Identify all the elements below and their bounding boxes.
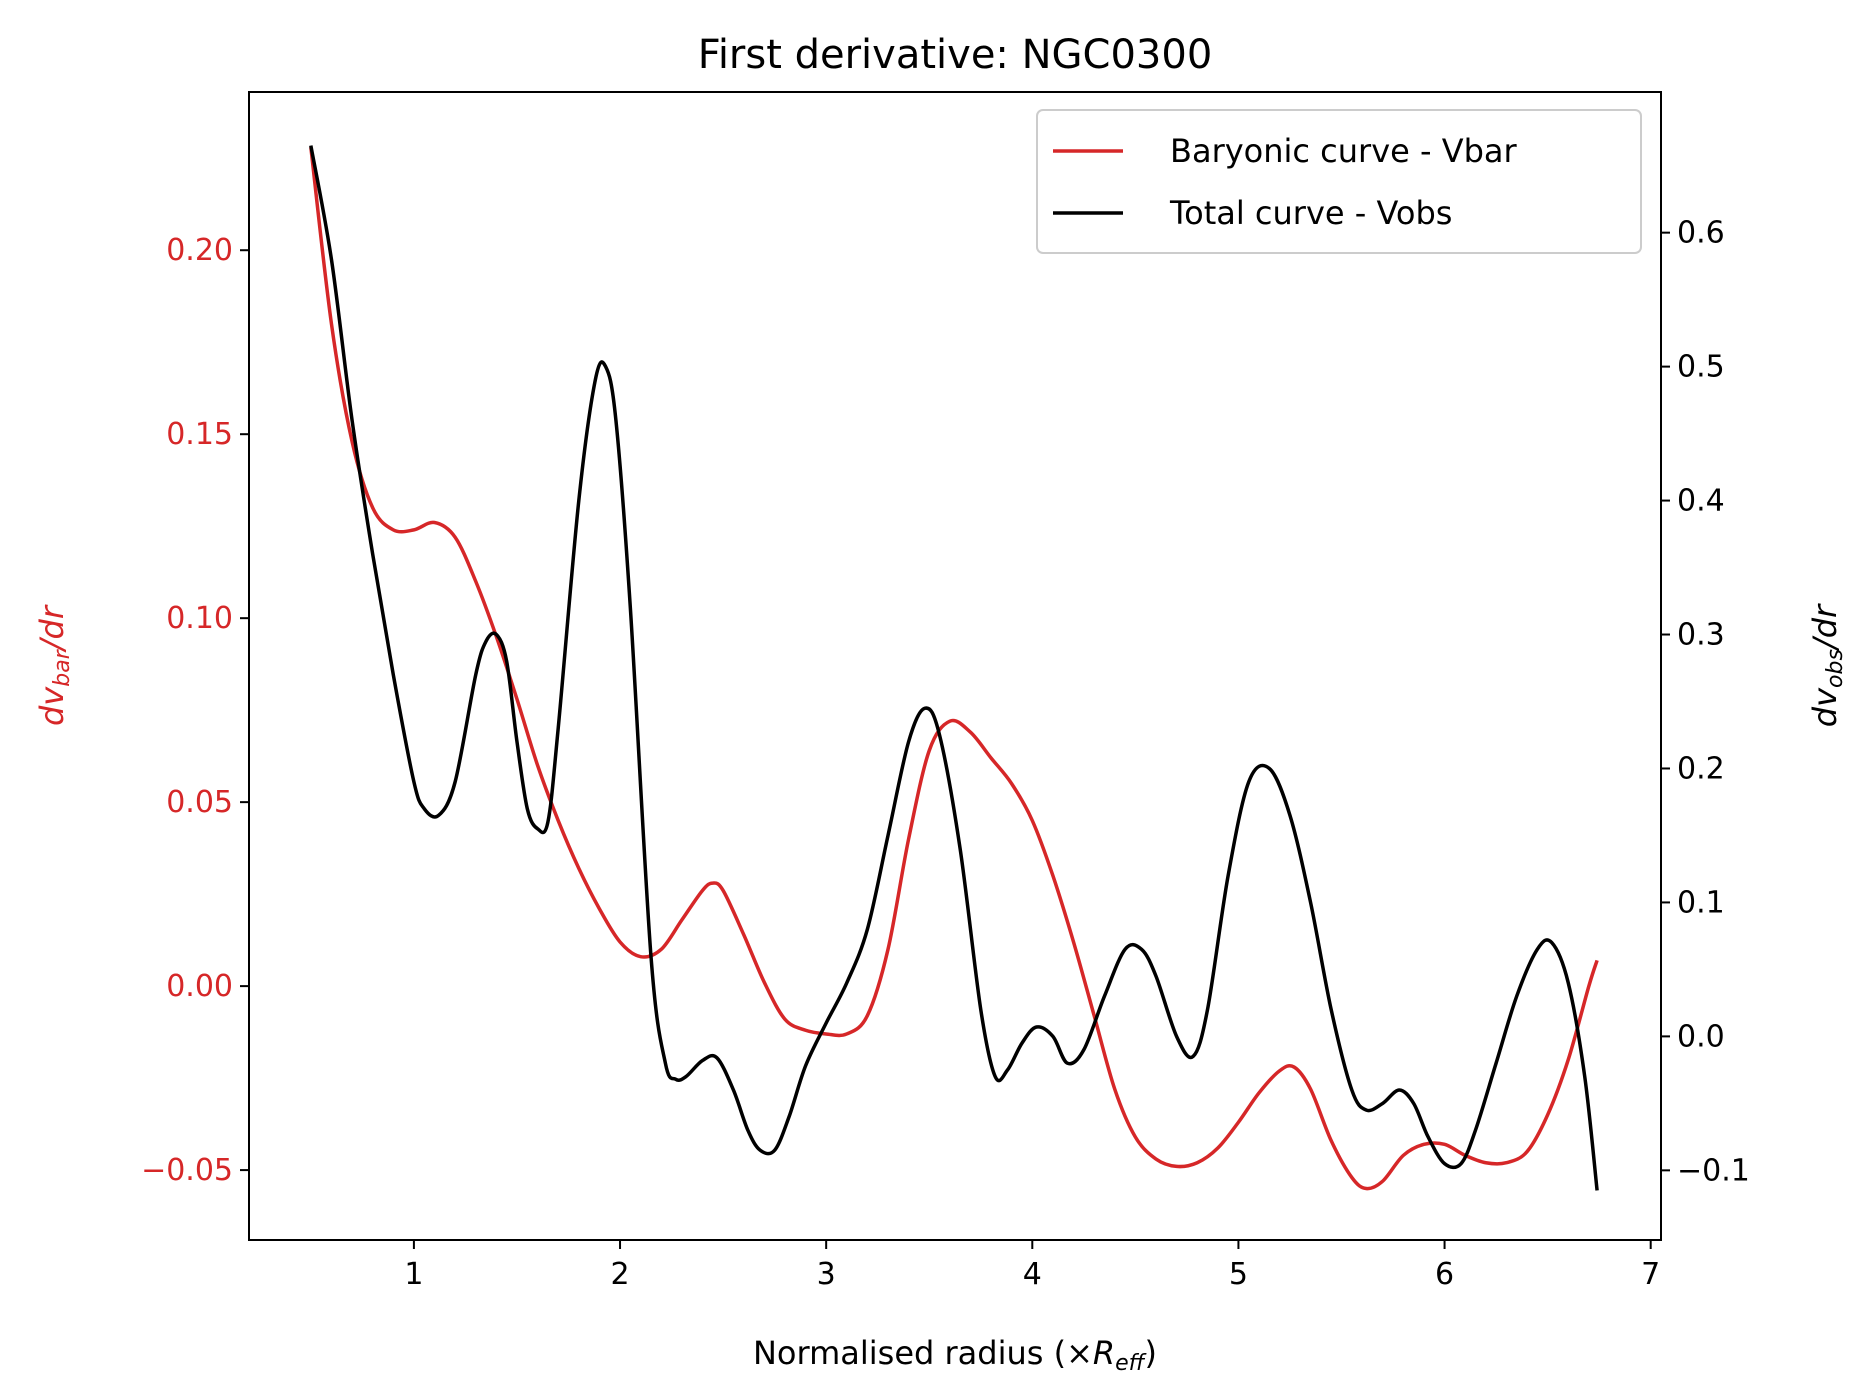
series-line-vbar <box>309 146 1599 1191</box>
y-left-tick-label: 0.10 <box>166 601 233 636</box>
y-right-tick-label: 0.0 <box>1677 1019 1725 1054</box>
y-right-tick-label: −0.1 <box>1677 1153 1750 1188</box>
y-right-axis-label: dvobs/dr <box>1806 603 1848 727</box>
y-right-tick-label: 0.6 <box>1677 216 1725 251</box>
x-axis-label-symbol: R <box>1093 1334 1115 1372</box>
x-axis-label: Normalised radius (×Reff) <box>753 1334 1157 1376</box>
y-right-tick-label: 0.1 <box>1677 885 1725 920</box>
y-right-tick-label: 0.3 <box>1677 618 1725 653</box>
series-line-vobs <box>309 145 1599 1191</box>
x-axis-label-suffix: ) <box>1145 1334 1157 1372</box>
x-tick-label: 3 <box>817 1257 836 1292</box>
y-left-axis-label-suffix: /dr <box>33 604 71 653</box>
y-right-axis-label-subscript: obs <box>1823 649 1848 688</box>
y-left-tick-label: 0.15 <box>166 417 233 452</box>
x-tick-label: 6 <box>1435 1257 1454 1292</box>
x-axis-label-prefix: Normalised radius (× <box>753 1334 1093 1372</box>
x-tick-label: 1 <box>404 1257 423 1292</box>
y-left-axis-label-symbol: dv <box>33 686 71 726</box>
y-right-axis-label-symbol: dv <box>1806 687 1844 727</box>
y-left-tick-label: −0.05 <box>141 1153 233 1188</box>
y-right-tick-label: 0.5 <box>1677 350 1725 385</box>
x-axis-label-subscript: eff <box>1115 1351 1147 1376</box>
legend-label-vbar: Baryonic curve - Vbar <box>1170 132 1518 170</box>
x-tick-label: 5 <box>1229 1257 1248 1292</box>
y-left-axis-ticks: −0.05 0.00 0.05 0.10 0.15 0.20 <box>141 233 249 1188</box>
y-left-axis-label-subscript: bar <box>50 648 75 686</box>
legend-box <box>1036 109 1642 254</box>
y-right-axis-ticks: −0.1 0.0 0.1 0.2 0.3 0.4 0.5 0.6 <box>1661 216 1750 1188</box>
x-axis-ticks: 1 2 3 4 5 6 7 <box>404 1240 1660 1292</box>
series-layer <box>309 145 1599 1191</box>
x-tick-label: 4 <box>1023 1257 1042 1292</box>
legend: Baryonic curve - Vbar Total curve - Vobs <box>1036 109 1642 254</box>
y-right-axis-label-suffix: /dr <box>1806 603 1844 652</box>
y-right-tick-label: 0.2 <box>1677 751 1725 786</box>
x-tick-label: 7 <box>1641 1257 1660 1292</box>
legend-label-vobs: Total curve - Vobs <box>1169 194 1452 232</box>
y-right-tick-label: 0.4 <box>1677 484 1725 519</box>
chart-title: First derivative: NGC0300 <box>698 32 1213 78</box>
y-left-tick-label: 0.20 <box>166 233 233 268</box>
x-tick-label: 2 <box>610 1257 629 1292</box>
plot-frame <box>248 91 1662 1241</box>
y-left-axis-label: dvbar/dr <box>33 604 75 726</box>
y-left-tick-label: 0.05 <box>166 785 233 820</box>
y-left-tick-label: 0.00 <box>166 969 233 1004</box>
